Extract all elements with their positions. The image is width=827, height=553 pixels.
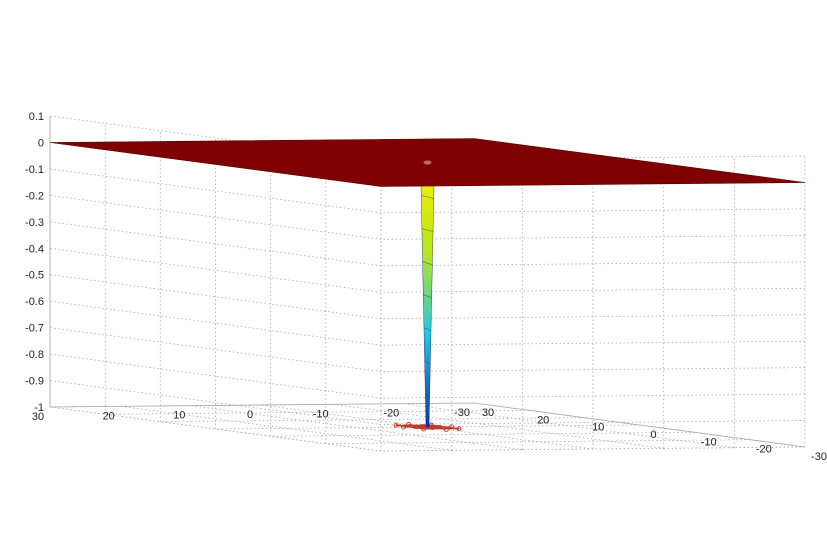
- back-wall-gridline: [380, 446, 806, 452]
- spike-mesh-line: [421, 228, 434, 232]
- contour-marker: [393, 422, 399, 428]
- back-wall-gridline: [380, 261, 806, 267]
- x-tick-label: -10: [701, 436, 717, 448]
- z-tick-label: -0.8: [25, 349, 44, 361]
- contour-marker: [428, 422, 434, 428]
- x-tick-label: 0: [650, 429, 656, 441]
- y-tick-label: 10: [173, 410, 185, 422]
- x-tick-label: 30: [482, 407, 494, 419]
- back-wall-gridline: [380, 340, 806, 346]
- back-wall-gridline: [380, 208, 806, 214]
- spike-mesh-line: [425, 393, 430, 398]
- z-tick-label: -0.5: [25, 270, 44, 282]
- z-tick-label: -0.6: [25, 296, 44, 308]
- floor-gridline: [325, 439, 750, 445]
- y-tick-label: -20: [383, 408, 399, 420]
- back-wall-gridline: [380, 314, 806, 320]
- surface-spike: [420, 160, 435, 428]
- y-tick-label: -10: [313, 408, 329, 420]
- back-wall-gridline: [380, 393, 806, 399]
- axis-grid: [49, 115, 806, 452]
- y-tick-label: 0: [247, 409, 253, 421]
- z-tick-label: -0.4: [25, 243, 44, 255]
- spike-mesh-line: [421, 195, 434, 199]
- side-wall-gridline: [49, 247, 382, 293]
- contour-marker: [449, 424, 454, 430]
- back-wall-gridline: [380, 235, 806, 240]
- floor-gridline: [160, 417, 585, 423]
- z-tick-label: -0.1: [25, 164, 44, 176]
- tick-labels: -1 -0.9 -0.8 -0.7 -0.6 -0.5 -0.4 -0.3 -0.2 -0.1 0 0…: [25, 111, 827, 463]
- contour-ring: [395, 424, 460, 430]
- spike-shape: [420, 160, 435, 428]
- z-tick-label: -1: [34, 402, 44, 414]
- axis-line-x: [473, 402, 806, 448]
- spike-mesh-line: [423, 327, 432, 331]
- y-tick-label: -30: [454, 407, 470, 419]
- spike-mesh-line: [422, 261, 433, 265]
- spike-opening: [423, 160, 432, 165]
- contour-marker: [443, 427, 449, 432]
- back-wall-gridline: [380, 367, 806, 372]
- spike-mesh-line: [423, 294, 432, 298]
- side-wall-gridline: [49, 380, 382, 425]
- floor-gridline: [105, 409, 530, 415]
- contour-marker: [406, 422, 412, 427]
- z-tick-label: -0.9: [25, 376, 44, 388]
- z-tick-label: 0: [38, 138, 44, 150]
- back-wall-gridline: [380, 420, 806, 425]
- contour-marker: [421, 426, 427, 432]
- z-tick-label: -0.2: [25, 190, 44, 202]
- z-tick-label: 0.1: [29, 111, 44, 123]
- x-tick-label: -30: [811, 451, 827, 463]
- z-tick-label: -0.7: [25, 323, 44, 335]
- x-tick-label: -20: [756, 444, 772, 456]
- y-tick-label: 30: [32, 411, 44, 423]
- back-wall-gridline: [380, 287, 806, 293]
- contour-marker: [401, 424, 406, 430]
- y-tick-label: 20: [103, 410, 115, 422]
- x-tick-label: 10: [592, 422, 604, 434]
- spike-mesh-line: [424, 360, 431, 365]
- floor-gridline: [270, 431, 695, 437]
- contour-marker: [456, 426, 462, 432]
- surface-plateau: [49, 138, 806, 187]
- axis-line-y: [49, 402, 475, 408]
- z-tick-label: -0.3: [25, 217, 44, 229]
- x-tick-label: 20: [537, 414, 549, 426]
